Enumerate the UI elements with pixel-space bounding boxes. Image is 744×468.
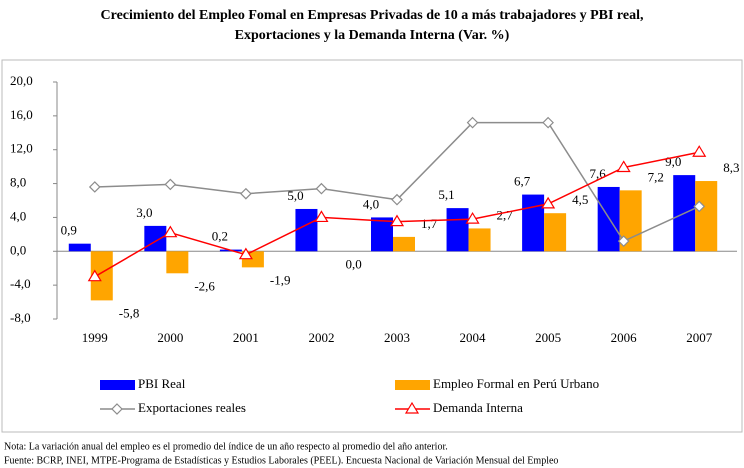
y-tick-label: 12,0 (10, 141, 33, 156)
point (465, 211, 480, 224)
x-tick-label: 2006 (611, 330, 638, 345)
legend-label: Exportaciones reales (138, 400, 246, 415)
data-label: 0,9 (61, 223, 77, 238)
bar (295, 208, 318, 252)
point (541, 196, 556, 209)
point (466, 116, 479, 129)
bar (695, 181, 718, 252)
bar (90, 251, 113, 301)
y-tick-label: 20,0 (10, 73, 33, 88)
point (238, 247, 253, 260)
legend-swatch (395, 380, 430, 390)
point (315, 182, 328, 195)
x-tick-label: 2000 (157, 330, 183, 345)
x-tick-label: 2007 (686, 330, 713, 345)
point (87, 269, 102, 282)
bar (393, 236, 415, 252)
data-label: 5,1 (438, 187, 454, 202)
data-label: -2,6 (194, 278, 215, 293)
point (163, 225, 178, 238)
point (88, 181, 101, 193)
y-tick-label: 4,0 (10, 208, 26, 223)
chart-title: Crecimiento del Empleo Fomal en Empresas… (101, 8, 644, 23)
data-label: 8,3 (723, 160, 739, 175)
data-label: 4,5 (572, 192, 588, 207)
y-tick-label: 0,0 (10, 242, 26, 257)
bar (144, 225, 167, 252)
legend-swatch (100, 380, 135, 390)
data-label: -5,8 (119, 305, 140, 320)
data-label: 0,0 (345, 256, 361, 271)
data-label: 1,7 (421, 216, 438, 231)
bar (68, 243, 91, 252)
y-tick-label: -8,0 (10, 310, 31, 325)
bar (166, 251, 189, 274)
y-tick-label: 8,0 (10, 175, 26, 190)
point (693, 200, 706, 213)
chart-frame (1, 59, 743, 433)
legend-marker (404, 401, 420, 414)
point (389, 214, 405, 227)
x-tick-label: 2002 (308, 330, 334, 345)
note: Fuente: BCRP, INEI, MTPE-Programa de Est… (4, 455, 558, 466)
data-label: 3,0 (136, 205, 152, 220)
data-label: 7,2 (648, 169, 664, 184)
point (542, 116, 554, 129)
point (616, 160, 631, 173)
data-label: 6,7 (514, 174, 531, 189)
data-label: 0,2 (212, 229, 228, 244)
bar (446, 208, 469, 252)
x-tick-label: 2005 (535, 330, 561, 345)
data-label: 5,0 (287, 188, 303, 203)
chart-title: Exportaciones y la Demanda Interna (Var.… (235, 28, 510, 43)
x-tick-label: 2003 (384, 330, 410, 345)
legend-label: PBI Real (138, 376, 186, 391)
bar (544, 213, 567, 252)
point (617, 235, 630, 247)
point (692, 145, 707, 157)
point (240, 187, 252, 200)
x-tick-label: 2004 (460, 330, 487, 345)
bar (371, 217, 393, 252)
bar (468, 228, 491, 252)
point (164, 178, 177, 191)
bar (597, 186, 620, 252)
x-tick-label: 1999 (82, 330, 108, 345)
bar (522, 194, 545, 252)
note: Nota: La variación anual del empleo es e… (4, 441, 448, 452)
y-tick-label: -4,0 (10, 276, 31, 291)
legend-marker (111, 403, 123, 415)
legend-label: Empleo Formal en Perú Urbano (433, 376, 599, 391)
data-label: 7,6 (590, 166, 607, 181)
data-label: -1,9 (270, 272, 291, 287)
x-tick-label: 2001 (233, 330, 259, 345)
data-label: 2,7 (497, 207, 514, 222)
data-label: 4,0 (363, 196, 379, 211)
point (314, 210, 329, 223)
point (391, 193, 403, 206)
legend-label: Demanda Interna (433, 400, 523, 415)
y-tick-label: 16,0 (10, 107, 33, 122)
